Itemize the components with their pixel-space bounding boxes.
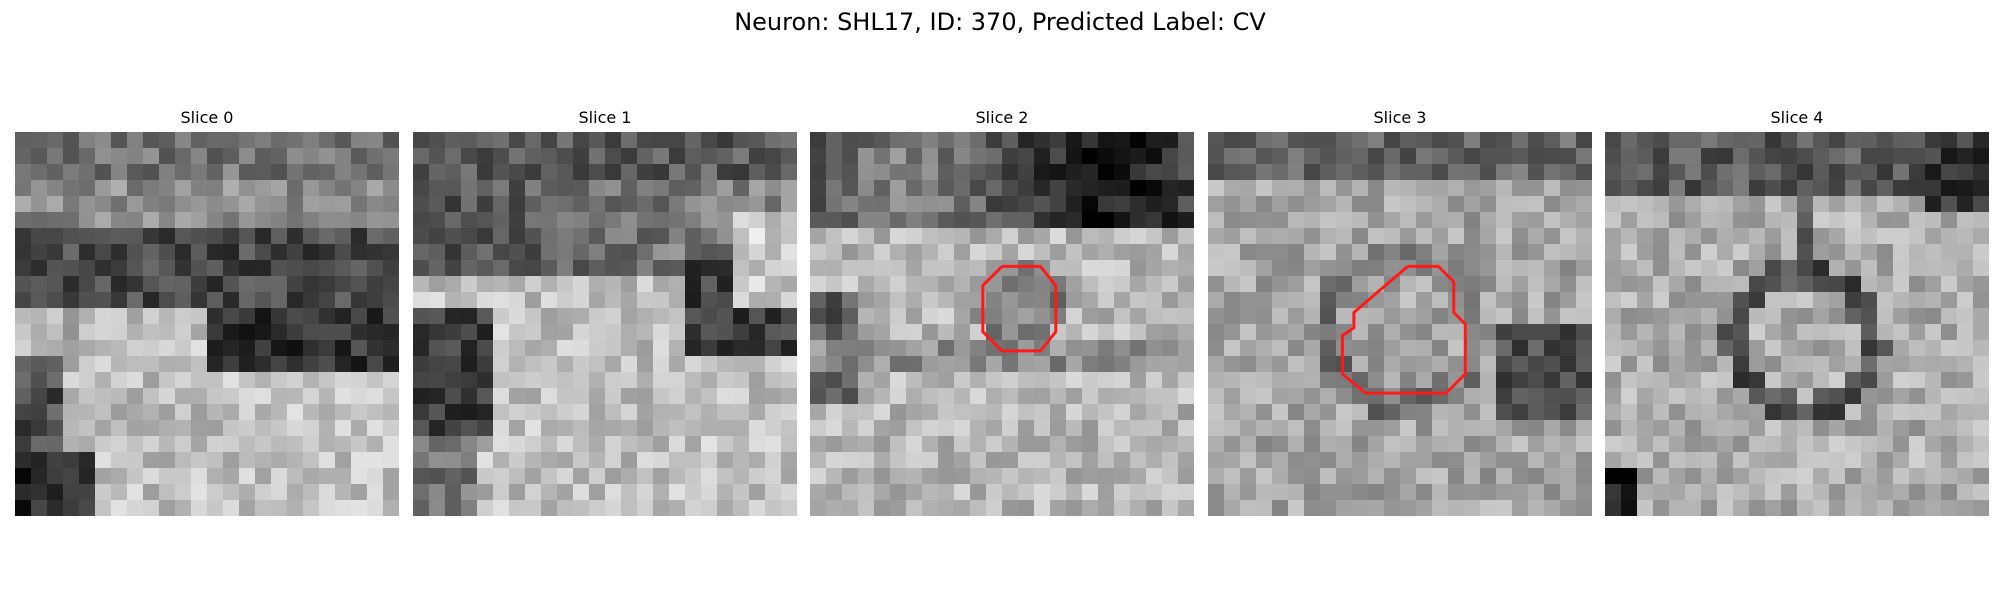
slice-title-0: Slice 0 (180, 108, 234, 127)
slice-image-0 (15, 132, 399, 516)
slice-panel-1: Slice 1 (413, 108, 797, 516)
slice-title-4: Slice 4 (1770, 108, 1824, 127)
slice-title-3: Slice 3 (1373, 108, 1427, 127)
slice-panel-2: Slice 2 (810, 108, 1194, 516)
segmentation-contour-2 (981, 264, 1058, 353)
slice-panel-0: Slice 0 (15, 108, 399, 516)
slice-image-4 (1605, 132, 1989, 516)
slice-title-1: Slice 1 (578, 108, 632, 127)
segmentation-contour-1 (413, 132, 797, 516)
contour-line (981, 264, 1058, 353)
segmentation-contour-4 (1605, 132, 1989, 516)
slice-panel-4: Slice 4 (1605, 108, 1989, 516)
slice-panel-3: Slice 3 (1208, 108, 1592, 516)
segmentation-contour-0 (15, 132, 399, 516)
slice-title-2: Slice 2 (975, 108, 1029, 127)
slice-image-1 (413, 132, 797, 516)
slice-image-2 (810, 132, 1194, 516)
slice-image-3 (1208, 132, 1592, 516)
figure-title: Neuron: SHL17, ID: 370, Predicted Label:… (734, 8, 1266, 36)
segmentation-contour-3 (1340, 264, 1467, 395)
contour-line (1340, 264, 1467, 395)
